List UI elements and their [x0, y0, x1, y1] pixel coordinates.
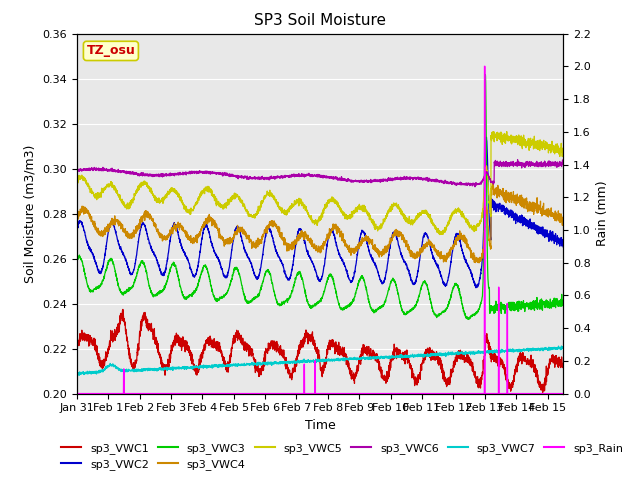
Y-axis label: Soil Moisture (m3/m3): Soil Moisture (m3/m3) [24, 144, 36, 283]
Y-axis label: Rain (mm): Rain (mm) [596, 181, 609, 246]
Legend: sp3_VWC1, sp3_VWC2, sp3_VWC3, sp3_VWC4, sp3_VWC5, sp3_VWC6, sp3_VWC7, sp3_Rain: sp3_VWC1, sp3_VWC2, sp3_VWC3, sp3_VWC4, … [57, 438, 628, 474]
X-axis label: Time: Time [305, 419, 335, 432]
Title: SP3 Soil Moisture: SP3 Soil Moisture [254, 13, 386, 28]
Text: TZ_osu: TZ_osu [86, 44, 135, 58]
